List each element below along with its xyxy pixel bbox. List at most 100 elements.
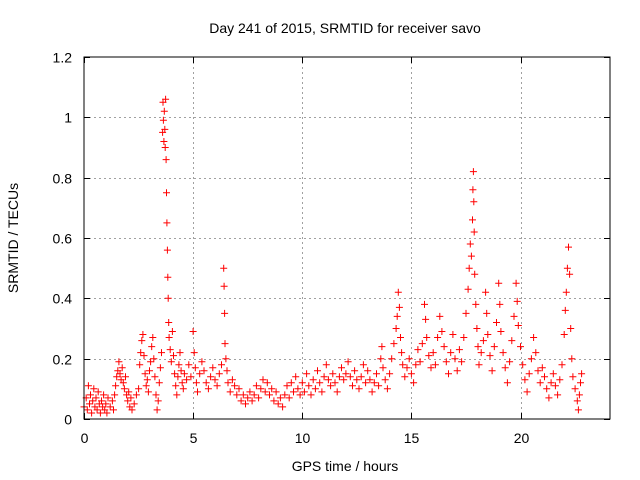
data-point bbox=[296, 391, 304, 399]
data-point bbox=[407, 370, 415, 378]
data-point bbox=[163, 219, 171, 227]
data-point bbox=[156, 364, 164, 372]
data-point bbox=[453, 367, 461, 375]
data-point bbox=[342, 370, 350, 378]
data-point bbox=[146, 367, 153, 375]
data-point bbox=[167, 358, 175, 366]
data-point bbox=[470, 198, 478, 206]
data-point bbox=[373, 370, 380, 378]
data-point bbox=[447, 349, 455, 357]
data-point bbox=[139, 331, 147, 338]
data-point bbox=[469, 168, 477, 176]
data-point bbox=[353, 376, 361, 384]
data-point bbox=[222, 355, 230, 363]
data-point bbox=[567, 325, 575, 332]
data-point bbox=[422, 315, 430, 323]
data-point bbox=[477, 349, 485, 357]
data-point bbox=[501, 364, 509, 372]
data-point bbox=[464, 285, 472, 293]
data-point bbox=[162, 156, 170, 164]
data-point bbox=[96, 409, 104, 417]
data-point bbox=[551, 382, 559, 390]
data-point bbox=[436, 312, 444, 320]
tick-layer: 0 0.2 0.4 0.6 0.8 1 1.2 0 5 10 15 20 bbox=[53, 50, 610, 446]
data-point bbox=[104, 394, 112, 402]
data-point bbox=[479, 337, 487, 345]
data-point bbox=[172, 382, 180, 390]
data-point bbox=[164, 294, 172, 302]
data-point bbox=[143, 376, 151, 384]
data-point bbox=[84, 382, 92, 390]
data-point bbox=[460, 334, 468, 341]
data-point bbox=[545, 394, 553, 402]
data-point bbox=[125, 388, 133, 396]
data-point bbox=[150, 355, 158, 363]
data-point bbox=[239, 391, 247, 399]
data-point bbox=[414, 346, 422, 354]
data-point bbox=[429, 349, 437, 357]
x-tick-label: 20 bbox=[514, 430, 530, 446]
data-point bbox=[178, 379, 186, 387]
data-point bbox=[152, 391, 160, 399]
data-point bbox=[149, 334, 157, 341]
data-point bbox=[470, 228, 478, 236]
data-point bbox=[128, 406, 136, 414]
data-point bbox=[111, 391, 119, 399]
data-point bbox=[281, 391, 289, 399]
data-point bbox=[93, 406, 101, 414]
data-point bbox=[292, 373, 300, 381]
data-point bbox=[204, 385, 212, 393]
data-point bbox=[431, 361, 439, 369]
data-point bbox=[398, 349, 406, 357]
data-point bbox=[386, 370, 394, 378]
data-point bbox=[130, 400, 138, 408]
data-point bbox=[194, 388, 201, 396]
data-point bbox=[549, 370, 557, 378]
data-point bbox=[106, 403, 114, 411]
y-tick-label: 0.6 bbox=[53, 231, 73, 247]
data-point bbox=[493, 319, 500, 326]
data-point bbox=[309, 376, 317, 384]
data-point bbox=[165, 334, 173, 341]
data-point bbox=[175, 361, 183, 369]
data-point bbox=[164, 273, 172, 281]
data-point bbox=[412, 361, 420, 369]
data-point bbox=[449, 331, 457, 338]
data-point bbox=[223, 367, 231, 375]
data-point bbox=[237, 397, 245, 405]
data-point bbox=[471, 270, 479, 278]
data-point bbox=[207, 373, 215, 381]
data-point bbox=[575, 391, 583, 399]
data-point bbox=[102, 400, 110, 408]
chart-title: Day 241 of 2015, SRMTID for receiver sav… bbox=[209, 20, 481, 36]
data-point bbox=[122, 373, 129, 381]
data-point bbox=[322, 361, 330, 369]
data-point bbox=[483, 309, 491, 317]
data-point bbox=[351, 367, 359, 375]
data-point bbox=[246, 388, 254, 396]
data-point bbox=[416, 358, 424, 366]
data-point bbox=[231, 382, 239, 390]
data-point bbox=[259, 376, 267, 384]
data-point bbox=[142, 382, 150, 390]
data-point bbox=[209, 364, 217, 372]
data-point bbox=[366, 376, 374, 384]
data-point bbox=[116, 370, 124, 378]
data-point bbox=[508, 337, 516, 345]
data-point bbox=[410, 379, 418, 387]
data-point bbox=[163, 246, 171, 254]
data-point bbox=[94, 388, 102, 396]
data-point bbox=[88, 409, 96, 417]
data-point bbox=[144, 388, 152, 396]
data-point bbox=[138, 337, 146, 345]
data-point bbox=[318, 388, 326, 396]
data-point bbox=[263, 379, 271, 387]
data-point bbox=[534, 367, 542, 375]
data-point bbox=[132, 391, 140, 399]
data-point bbox=[530, 334, 538, 341]
data-point bbox=[571, 385, 579, 393]
data-point bbox=[257, 385, 265, 393]
data-point bbox=[364, 367, 372, 375]
